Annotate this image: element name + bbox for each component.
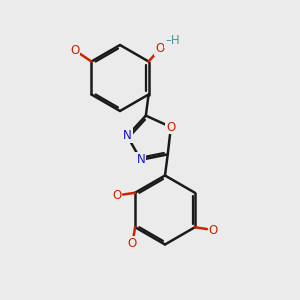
Text: O: O xyxy=(155,42,165,56)
Text: O: O xyxy=(112,189,121,202)
Text: O: O xyxy=(70,44,80,57)
Text: O: O xyxy=(209,224,218,237)
Text: O: O xyxy=(128,237,137,250)
Text: O: O xyxy=(166,121,176,134)
Text: N: N xyxy=(136,153,145,166)
Text: –H: –H xyxy=(165,34,180,47)
Text: N: N xyxy=(123,129,132,142)
